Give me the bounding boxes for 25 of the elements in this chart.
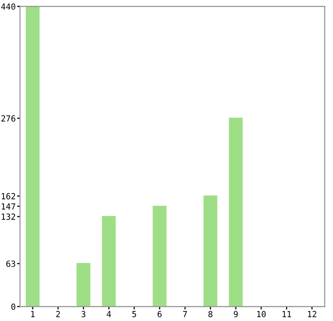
bar bbox=[26, 6, 40, 307]
x-tick-label: 5 bbox=[132, 311, 136, 318]
bar bbox=[102, 216, 116, 307]
y-tick-label: 63 bbox=[6, 260, 16, 267]
y-tick-label: 162 bbox=[2, 193, 16, 200]
bar bbox=[204, 195, 218, 307]
x-tick-label: 8 bbox=[208, 310, 212, 318]
y-tick-label: 440 bbox=[1, 3, 16, 10]
x-tick-label: 6 bbox=[158, 310, 162, 318]
x-tick-label: 3 bbox=[82, 310, 86, 318]
y-tick-label: 147 bbox=[2, 203, 16, 210]
x-tick-label: 10 bbox=[257, 310, 266, 318]
x-tick-label: 11 bbox=[282, 311, 292, 318]
y-tick-label: 132 bbox=[2, 214, 16, 220]
x-tick-label: 7 bbox=[183, 311, 187, 318]
bar bbox=[228, 118, 243, 307]
bar bbox=[152, 206, 167, 307]
bar bbox=[76, 263, 90, 307]
x-tick-label: 4 bbox=[106, 311, 111, 318]
y-tick-label: 0 bbox=[11, 304, 16, 310]
y-tick-label: 276 bbox=[1, 115, 16, 122]
x-tick-label: 2 bbox=[56, 310, 60, 318]
x-tick-label: 9 bbox=[234, 310, 238, 318]
x-tick-label: 12 bbox=[308, 310, 316, 318]
x-tick-label: 1 bbox=[31, 311, 35, 318]
